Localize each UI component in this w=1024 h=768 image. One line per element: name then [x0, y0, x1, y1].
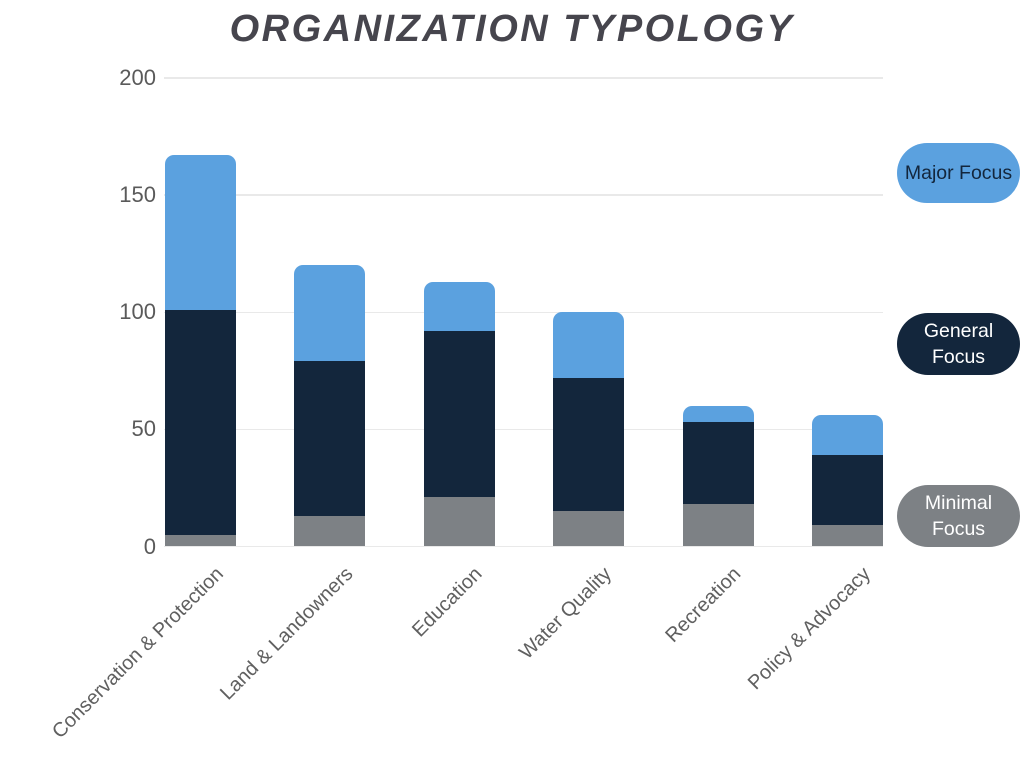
legend-label-major-focus: Major Focus	[904, 162, 1013, 184]
legend-label-general-focus: General	[923, 320, 994, 342]
bar-segment-minimal-focus	[682, 504, 754, 547]
bar-education	[423, 281, 495, 547]
bar-water-quality	[553, 312, 624, 547]
bar-segment-minimal-focus	[423, 497, 495, 547]
bar-segment-major-focus	[553, 312, 624, 378]
bar-segment-major-focus	[682, 405, 754, 423]
bar-land-landowners	[294, 265, 365, 547]
y-tick-label-100: 100	[119, 299, 156, 325]
y-tick-label-150: 150	[119, 182, 156, 208]
x-category-label-3: Education	[408, 563, 487, 642]
gridline-y-100	[164, 311, 883, 313]
y-tick-label-50: 50	[131, 416, 156, 442]
y-tick-label-0: 0	[143, 533, 156, 559]
gridline-y-50	[164, 428, 883, 431]
bar-segment-major-focus	[164, 155, 236, 310]
y-tick-label-200: 200	[119, 65, 156, 90]
legend-label-minimal-focus: Focus	[931, 518, 986, 540]
bar-segment-minimal-focus	[553, 511, 624, 547]
legend-pill-general-focus: General Focus	[897, 313, 1020, 375]
legend-label-general-focus: Focus	[931, 346, 986, 368]
bar-segment-general-focus	[294, 361, 365, 517]
legend-pill-major-focus: Major Focus	[897, 143, 1020, 203]
bar-segment-major-focus	[812, 415, 883, 456]
bar-segment-minimal-focus	[164, 534, 236, 547]
gridline-y-200	[164, 77, 883, 79]
x-category-label-2: Land & Landowners	[215, 563, 358, 705]
bar-segment-general-focus	[164, 309, 236, 535]
bar-segment-general-focus	[682, 422, 754, 505]
bar-segment-major-focus	[423, 281, 495, 331]
bar-segment-minimal-focus	[294, 516, 365, 547]
bar-segment-general-focus	[553, 377, 624, 512]
bar-policy-advocacy	[812, 415, 883, 547]
x-category-label-5: Recreation	[661, 563, 746, 647]
legend-pill-minimal-focus: Minimal Focus	[897, 485, 1020, 547]
chart-title: ORGANIZATION TYPOLOGY	[229, 8, 795, 50]
bar-segment-general-focus	[423, 330, 495, 498]
gridline-y-150	[164, 194, 883, 196]
bar-conservation-protection	[164, 155, 236, 547]
gridline-y-0	[164, 545, 883, 548]
x-category-label-6: Policy & Advocacy	[743, 563, 876, 695]
x-category-label-4: Water Quality	[515, 563, 617, 664]
bar-recreation	[682, 405, 754, 547]
bar-segment-general-focus	[812, 455, 883, 526]
legend-label-minimal-focus: Minimal	[924, 492, 993, 514]
bar-segment-major-focus	[294, 265, 365, 362]
x-category-label-1: Conservation & Protection	[47, 563, 228, 743]
bar-segment-minimal-focus	[812, 525, 883, 547]
